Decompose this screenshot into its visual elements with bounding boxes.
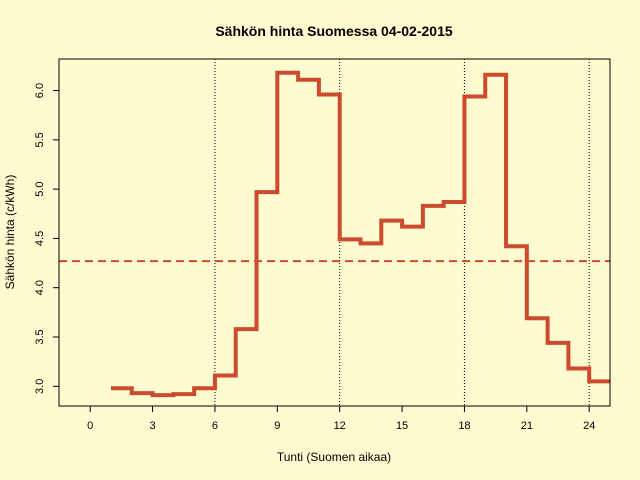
y-tick-label-4: 5.0	[34, 181, 46, 196]
x-tick-label-8: 24	[583, 420, 595, 432]
plot-frame	[58, 58, 611, 407]
x-tick-label-1: 3	[150, 420, 156, 432]
x-tick-label-3: 9	[274, 420, 280, 432]
x-tick-label-5: 15	[396, 420, 408, 432]
y-tick-label-5: 5.5	[34, 132, 46, 147]
y-tick-label-3: 4.5	[34, 231, 46, 246]
x-tick-label-7: 21	[521, 420, 533, 432]
chart-title: Sähkön hinta Suomessa 04-02-2015	[215, 23, 453, 39]
reference-lines	[214, 59, 590, 406]
y-tick-label-2: 4.0	[34, 280, 46, 295]
x-tick-label-2: 6	[212, 420, 218, 432]
y-axis-label: Sähkön hinta (c/kWh)	[3, 175, 17, 290]
x-tick-label-6: 18	[458, 420, 470, 432]
x-axis: 0 3 6 9 12 15 18 21 24	[87, 406, 595, 432]
y-axis: 3.0 3.5 4.0 4.5 5.0 5.5 6.0	[34, 83, 59, 394]
series-line-0	[110, 70, 610, 398]
x-tick-label-0: 0	[87, 420, 93, 432]
series-group	[110, 70, 610, 398]
x-tick-label-4: 12	[334, 420, 346, 432]
y-tick-label-1: 3.5	[34, 329, 46, 344]
x-axis-label: Tunti (Suomen aikaa)	[277, 450, 391, 464]
y-tick-label-6: 6.0	[34, 83, 46, 98]
y-tick-label-0: 3.0	[34, 379, 46, 394]
